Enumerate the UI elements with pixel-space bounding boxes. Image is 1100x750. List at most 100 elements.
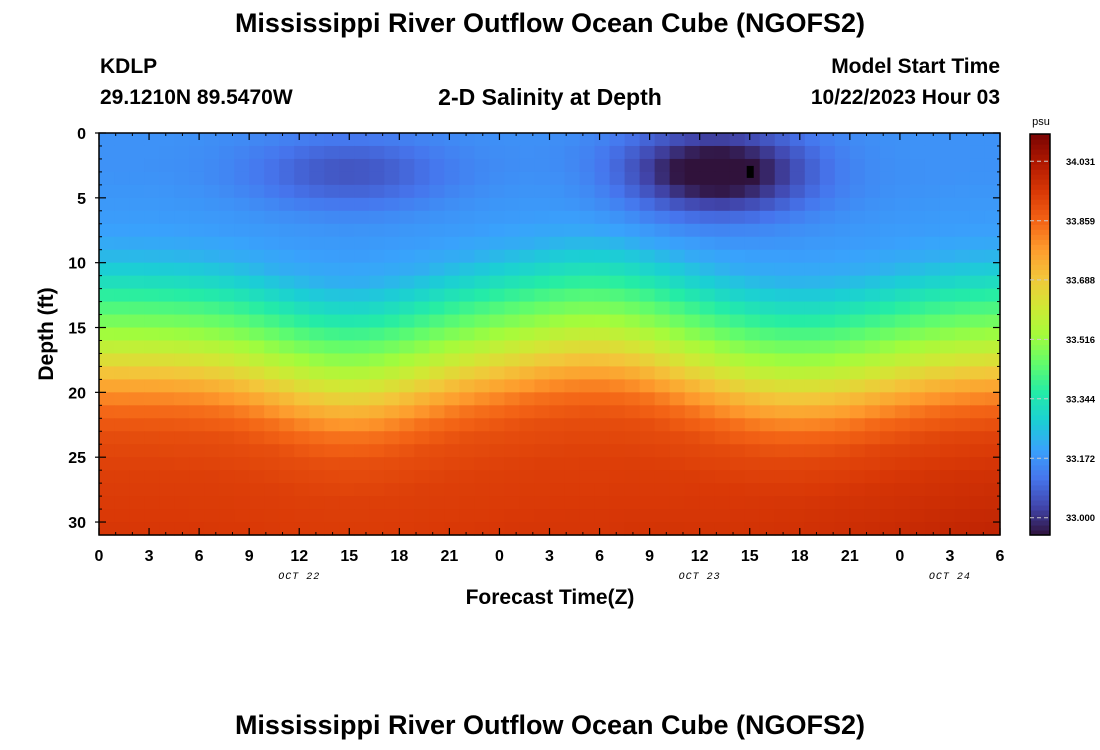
heatmap-cell bbox=[549, 340, 566, 355]
heatmap-cell bbox=[129, 158, 145, 173]
heatmap-cell bbox=[459, 431, 476, 445]
heatmap-cell bbox=[984, 353, 1001, 368]
heatmap-cell bbox=[144, 340, 160, 355]
heatmap-cell bbox=[189, 418, 205, 432]
heatmap-cell bbox=[894, 483, 911, 497]
heatmap-cell bbox=[894, 379, 911, 393]
heatmap-cell bbox=[969, 236, 986, 251]
heatmap-cell bbox=[204, 145, 220, 160]
heatmap-cell bbox=[339, 133, 355, 147]
heatmap-cell bbox=[549, 522, 566, 536]
heatmap-cell bbox=[414, 431, 430, 445]
heatmap-cell bbox=[849, 210, 866, 225]
heatmap-cell bbox=[564, 184, 581, 199]
heatmap-cell bbox=[864, 405, 881, 419]
heatmap-cell bbox=[834, 262, 851, 277]
heatmap-cell bbox=[399, 340, 415, 355]
heatmap-cell bbox=[249, 509, 265, 523]
heatmap-cell bbox=[744, 210, 761, 225]
heatmap-cell bbox=[729, 496, 746, 510]
heatmap-cell bbox=[474, 470, 491, 484]
heatmap-cell bbox=[459, 327, 476, 342]
colorbar-segment bbox=[1030, 364, 1050, 371]
colorbar-segment bbox=[1030, 189, 1050, 195]
heatmap-cell bbox=[459, 197, 476, 212]
heatmap-cell bbox=[849, 340, 866, 355]
heatmap-cell bbox=[489, 275, 506, 290]
heatmap-cell bbox=[204, 158, 220, 173]
heatmap-cell bbox=[144, 275, 160, 290]
heatmap-cell bbox=[594, 236, 611, 251]
heatmap-cell bbox=[909, 418, 926, 432]
heatmap-cell bbox=[99, 509, 115, 523]
heatmap-cell bbox=[609, 457, 626, 471]
heatmap-cell bbox=[789, 431, 806, 445]
heatmap-cell bbox=[534, 275, 551, 290]
heatmap-cell bbox=[609, 392, 626, 406]
heatmap-cell bbox=[684, 223, 701, 238]
heatmap-cell bbox=[639, 249, 656, 264]
heatmap-cell bbox=[894, 509, 911, 523]
heatmap-cell bbox=[669, 522, 686, 536]
heatmap-cell bbox=[114, 197, 130, 212]
heatmap-cell bbox=[234, 171, 250, 186]
heatmap-cell bbox=[684, 288, 701, 303]
heatmap-cell bbox=[324, 301, 340, 316]
heatmap-cell bbox=[429, 133, 445, 147]
colorbar-segment bbox=[1030, 434, 1050, 441]
heatmap-cell bbox=[744, 353, 761, 368]
heatmap-cell bbox=[444, 184, 460, 199]
colorbar-segment bbox=[1030, 174, 1050, 180]
heatmap-cell bbox=[579, 496, 596, 510]
colorbar-segment bbox=[1030, 419, 1050, 426]
heatmap-cell bbox=[279, 314, 295, 329]
heatmap-cell bbox=[624, 431, 641, 445]
heatmap-cell bbox=[294, 262, 310, 277]
x-tick-label: 3 bbox=[545, 548, 554, 565]
heatmap-cell bbox=[594, 249, 611, 264]
heatmap-cell bbox=[264, 288, 280, 303]
heatmap-cell bbox=[459, 379, 476, 393]
heatmap-cell bbox=[429, 158, 445, 173]
heatmap-cell bbox=[189, 379, 205, 393]
heatmap-cell bbox=[639, 145, 656, 160]
heatmap-cell bbox=[219, 392, 235, 406]
heatmap-cell bbox=[879, 133, 896, 147]
heatmap-cell bbox=[594, 197, 611, 212]
heatmap-cell bbox=[174, 340, 190, 355]
heatmap-cell bbox=[504, 236, 521, 251]
heatmap-cell bbox=[774, 145, 791, 160]
heatmap-cell bbox=[129, 509, 145, 523]
heatmap-cell bbox=[144, 522, 160, 536]
heatmap-cell bbox=[639, 509, 656, 523]
heatmap-cell bbox=[144, 184, 160, 199]
heatmap-cell bbox=[714, 184, 731, 199]
heatmap-cell bbox=[159, 275, 175, 290]
heatmap-cell bbox=[729, 262, 746, 277]
heatmap-cell bbox=[924, 158, 941, 173]
heatmap-cell bbox=[99, 262, 115, 277]
heatmap-cell bbox=[819, 457, 836, 471]
heatmap-cell bbox=[909, 457, 926, 471]
heatmap-cell bbox=[429, 392, 445, 406]
heatmap-cell bbox=[804, 392, 821, 406]
heatmap-cell bbox=[99, 223, 115, 238]
heatmap-cell bbox=[879, 496, 896, 510]
heatmap-cell bbox=[234, 236, 250, 251]
heatmap-cell bbox=[609, 210, 626, 225]
heatmap-cell bbox=[684, 262, 701, 277]
heatmap-cell bbox=[129, 145, 145, 160]
heatmap-cell bbox=[129, 314, 145, 329]
heatmap-cell bbox=[699, 301, 716, 316]
heatmap-cell bbox=[369, 301, 385, 316]
heatmap-cell bbox=[564, 158, 581, 173]
heatmap-cell bbox=[669, 366, 686, 380]
heatmap-cell bbox=[114, 184, 130, 199]
heatmap-cell bbox=[204, 457, 220, 471]
heatmap-cell bbox=[579, 353, 596, 368]
colorbar-segment bbox=[1030, 479, 1050, 486]
heatmap-cell bbox=[699, 418, 716, 432]
heatmap-cell bbox=[399, 457, 415, 471]
y-tick-label: 30 bbox=[68, 515, 86, 532]
heatmap-cell bbox=[729, 522, 746, 536]
